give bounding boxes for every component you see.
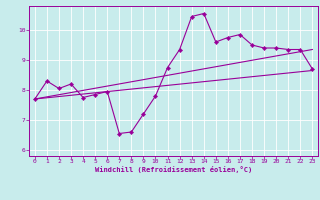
X-axis label: Windchill (Refroidissement éolien,°C): Windchill (Refroidissement éolien,°C) — [95, 166, 252, 173]
